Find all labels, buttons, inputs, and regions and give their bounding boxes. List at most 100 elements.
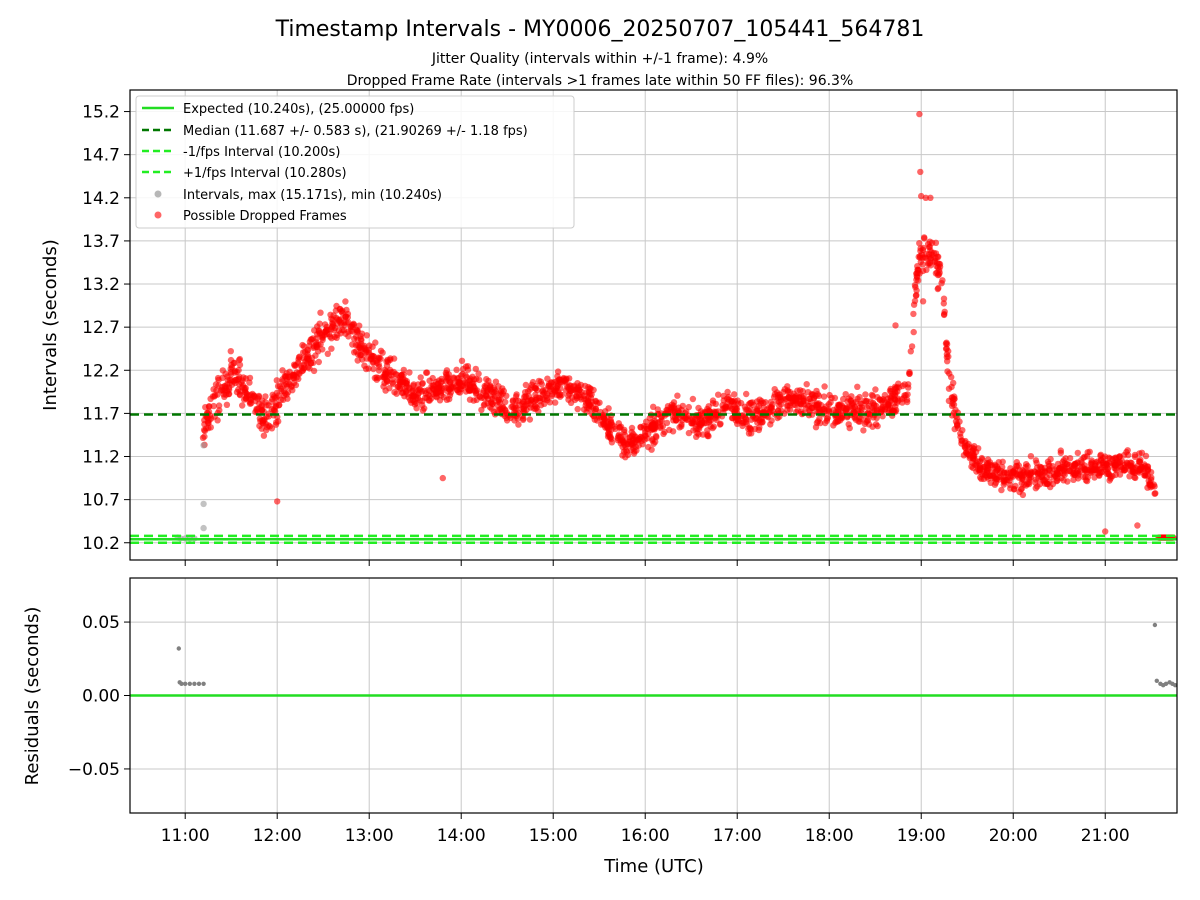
intervals-y-tick-label: 12.2 [82,361,120,381]
dropped-frame-point [591,407,599,414]
dropped-frame-point [295,375,302,383]
dropped-frame-point [279,396,287,403]
dropped-frame-point [304,347,311,354]
dropped-frame-point [701,420,708,427]
dropped-frame-point [487,392,494,400]
dropped-frame-point [650,403,657,410]
dropped-frame-point [494,407,501,414]
intervals-y-ticks: 10.2 10.7 11.2 11.7 12.2 12.7 13.2 13.7 14.2 14.7… [82,103,130,554]
intervals-points [174,110,1177,542]
dropped-frame-point [746,424,753,431]
dropped-frame-point [1050,471,1058,478]
dropped-frame-point [957,433,964,441]
dropped-frame-point [643,418,650,425]
dropped-frame-point [552,399,559,406]
dropped-frame-point [776,402,783,409]
dropped-frame-point [300,355,307,362]
intervals-plot: 10.2 10.7 11.2 11.7 12.2 12.7 13.2 13.7 14.2 14.7… [40,89,1178,566]
dropped-frame-point [544,390,551,397]
dropped-frame-point [209,393,217,400]
dropped-frame-point [202,404,209,411]
dropped-frame-point [397,385,404,393]
dropped-frame-point [522,381,530,389]
dropped-frame-point [510,405,518,412]
dropped-frame-point [872,421,880,428]
dropped-frame-point [1107,455,1114,462]
intervals-y-tick-label: 15.2 [82,103,120,123]
dropped-frame-point [1082,477,1090,484]
dropped-frame-point [934,264,942,271]
dropped-frame-point [748,416,755,423]
dropped-frame-point [948,383,955,391]
dropped-frame-point [650,420,657,427]
dropped-frame-point [319,334,326,342]
dropped-frame-point [381,379,388,387]
dropped-frame-point [688,420,695,427]
dropped-frame-point [999,458,1006,465]
dropped-frame-point [416,397,424,404]
dropped-frame-point [813,400,820,407]
dropped-frame-point [403,390,411,397]
dropped-frame-point [934,285,941,293]
residuals-points [176,622,1178,688]
dropped-frame-point [879,399,886,406]
chart-subtitle-dropped: Dropped Frame Rate (intervals >1 frames … [347,73,854,89]
dropped-frame-point [262,393,269,400]
dropped-frame-point [239,402,246,409]
dropped-frame-point [345,333,352,340]
dropped-frame-point [1028,469,1035,476]
dropped-frame-point [1047,483,1054,491]
dropped-frame-point [905,381,912,388]
dropped-frame-point [519,398,526,405]
dropped-frame-point [281,373,288,380]
dropped-frame-point [1097,452,1104,459]
dropped-frame-point [406,369,413,376]
dropped-frame-point [669,428,677,435]
dropped-frame-point [934,253,941,260]
dropped-frame-point [768,403,775,411]
dropped-frame-point [712,400,719,408]
dropped-frame-point [342,298,349,305]
dropped-frame-point [1126,467,1134,474]
dropped-frame-point [682,415,689,422]
x-tick-label: 16:00 [621,826,670,846]
dropped-frame-point [919,298,927,305]
dropped-frame-point [632,443,639,450]
dropped-frame-point [240,374,247,381]
dropped-frame-point [605,405,612,412]
legend-dropped-swatch [154,211,162,219]
dropped-frame-point [275,418,282,425]
dropped-frame-point [315,341,322,348]
dropped-frame-point [1120,467,1128,474]
intervals-x-ticks [184,560,1106,566]
dropped-frame-point [615,432,622,440]
dropped-frame-point [471,385,478,392]
dropped-frame-point [337,316,345,323]
dropped-frame-point [392,370,399,378]
intervals-y-tick-label: 13.2 [82,275,120,295]
dropped-frame-point [268,398,275,405]
dropped-frame-point [369,343,376,350]
dropped-frame-point [1019,475,1026,483]
dropped-frame-point [253,405,260,413]
dropped-frame-point [466,396,474,403]
dropped-frame-point [459,382,466,389]
intervals-y-tick-label: 10.7 [82,491,120,511]
dropped-frame-point [1041,469,1049,476]
residuals-grid [130,578,1177,813]
dropped-frame-point [1075,470,1082,477]
dropped-frame-point [1093,465,1100,472]
dropped-frame-point [938,280,945,287]
dropped-frame-point [959,427,966,434]
dropped-frame-point [916,240,923,247]
dropped-frame-point [236,355,243,363]
dropped-frame-point [446,379,454,386]
dropped-frame-point [265,422,272,429]
dropped-frame-point [984,467,991,474]
dropped-frame-point [567,399,575,406]
dropped-frame-point [363,332,370,339]
dropped-frame-point [1102,528,1109,535]
dropped-frame-point [1018,485,1025,493]
dropped-frame-point [310,367,318,375]
dropped-frame-point [971,461,979,468]
